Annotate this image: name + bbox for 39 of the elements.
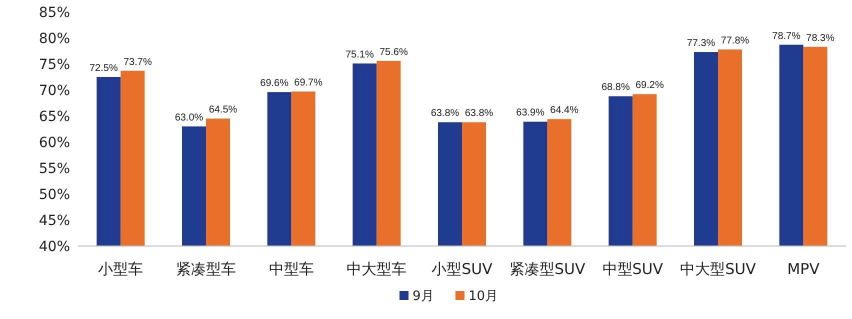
x-tick-label: 中型车 — [268, 260, 314, 278]
data-label: 64.5% — [208, 104, 238, 116]
x-tick-label: MPV — [787, 260, 820, 278]
x-tick-label: 中大型SUV — [680, 260, 757, 278]
data-label: 64.4% — [550, 105, 579, 116]
y-tick-label: 80% — [38, 31, 70, 47]
data-label: 78.3% — [806, 32, 835, 44]
y-tick-label: 40% — [38, 239, 70, 255]
x-tick-label: 中型SUV — [602, 260, 664, 278]
y-tick-label: 60% — [38, 135, 70, 151]
data-label: 69.6% — [260, 78, 289, 90]
data-label: 72.5% — [89, 63, 118, 74]
data-label: 69.7% — [294, 78, 323, 89]
y-tick-label: 65% — [38, 109, 70, 125]
data-label: 63.8% — [430, 108, 460, 120]
y-tick-label: 70% — [38, 83, 70, 99]
x-tick-label: 小型车 — [98, 260, 144, 278]
data-label: 69.2% — [635, 80, 664, 92]
y-tick-label: 45% — [38, 213, 70, 229]
legend-label: 10月 — [468, 289, 498, 304]
data-label: 77.3% — [686, 38, 716, 50]
x-tick-label: 小型SUV — [432, 260, 494, 278]
y-tick-label: 85% — [38, 5, 70, 21]
data-label: 68.8% — [601, 82, 630, 94]
y-tick-label: 50% — [38, 187, 70, 203]
legend-label: 9月 — [412, 289, 434, 304]
data-label: 63.8% — [464, 108, 494, 120]
data-label: 77.8% — [720, 35, 750, 46]
data-label: 73.7% — [123, 56, 152, 68]
x-tick-label: 紧凑型SUV — [509, 260, 586, 278]
data-label: 78.7% — [772, 30, 801, 42]
data-label: 75.6% — [379, 46, 408, 58]
data-label: 63.9% — [516, 108, 545, 119]
y-tick-label: 55% — [38, 161, 70, 177]
x-tick-label: 紧凑型车 — [176, 260, 236, 278]
y-tick-label: 75% — [38, 57, 70, 73]
x-tick-label: 中大型车 — [346, 260, 407, 278]
data-label: 75.1% — [345, 49, 374, 60]
data-label: 63.0% — [174, 112, 204, 124]
